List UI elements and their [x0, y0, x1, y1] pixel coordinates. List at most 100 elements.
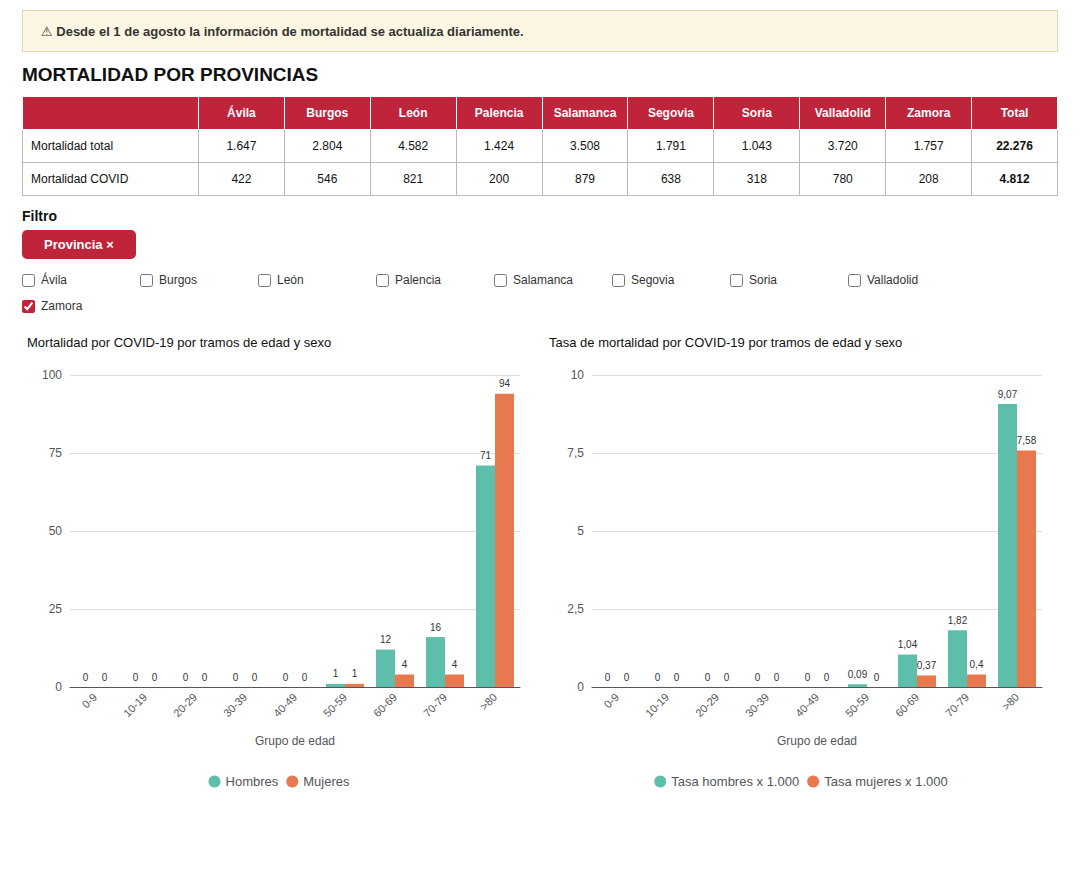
svg-text:0-9: 0-9	[80, 691, 100, 711]
svg-text:0,37: 0,37	[917, 660, 937, 671]
html-text:Palencia: Palencia	[474, 106, 524, 120]
html-text:422: 422	[231, 172, 252, 186]
svg-text:0,4: 0,4	[970, 659, 984, 670]
svg-text:10: 10	[571, 368, 585, 382]
svg-text:0: 0	[805, 672, 811, 683]
html-text:León: León	[398, 106, 428, 120]
svg-text:0: 0	[102, 672, 108, 683]
html-text:Zamora: Zamora	[907, 106, 951, 120]
svg-text:0,09: 0,09	[848, 669, 868, 680]
html-text:Filtro: Filtro	[22, 208, 57, 224]
svg-text:20-29: 20-29	[171, 691, 199, 719]
svg-text:0: 0	[755, 672, 761, 683]
svg-text:25: 25	[49, 602, 63, 616]
html-text:Salamanca: Salamanca	[553, 106, 617, 120]
svg-text:30-39: 30-39	[221, 691, 249, 719]
svg-text:75: 75	[49, 446, 63, 460]
svg-text:100: 100	[42, 368, 62, 382]
svg-text:Tasa hombres x 1.000: Tasa hombres x 1.000	[671, 774, 799, 789]
svg-text:1: 1	[352, 668, 358, 679]
svg-text:1,82: 1,82	[948, 615, 968, 626]
svg-text:0: 0	[133, 672, 139, 683]
svg-text:1: 1	[333, 668, 339, 679]
svg-text:50: 50	[49, 524, 63, 538]
html-text:Provincia ×: Provincia ×	[44, 237, 114, 252]
svg-text:0: 0	[152, 672, 158, 683]
svg-text:0: 0	[202, 672, 208, 683]
svg-text:7,58: 7,58	[1017, 435, 1037, 446]
html-text:1.791: 1.791	[655, 139, 686, 153]
html-text:546: 546	[317, 172, 338, 186]
svg-text:0: 0	[824, 672, 830, 683]
svg-text:0: 0	[252, 672, 258, 683]
svg-text:Tasa mujeres x 1.000: Tasa mujeres x 1.000	[824, 774, 948, 789]
html-text:1.043: 1.043	[741, 139, 772, 153]
svg-text:0: 0	[674, 672, 680, 683]
svg-text:0: 0	[874, 672, 880, 683]
html-text:Total: Total	[1000, 106, 1029, 120]
svg-text:0: 0	[183, 672, 189, 683]
html-text:Soria: Soria	[741, 106, 772, 120]
html-text:2.804: 2.804	[312, 139, 343, 153]
svg-text:0: 0	[283, 672, 289, 683]
svg-text:40-49: 40-49	[793, 691, 821, 719]
svg-text:2,5: 2,5	[567, 602, 584, 616]
svg-text:60-69: 60-69	[893, 691, 921, 719]
svg-text:0: 0	[577, 680, 584, 694]
html-text:Mortalidad COVID: Mortalidad COVID	[31, 172, 129, 186]
html-text:Mortalidad total: Mortalidad total	[31, 139, 113, 153]
svg-text:10-19: 10-19	[643, 691, 671, 719]
svg-text:0-9: 0-9	[602, 691, 622, 711]
svg-text:70-79: 70-79	[421, 691, 449, 719]
html-text:1.424: 1.424	[484, 139, 515, 153]
html-text:3.508: 3.508	[570, 139, 600, 153]
html-text:4.582: 4.582	[398, 139, 429, 153]
svg-text:5: 5	[577, 524, 584, 538]
html-text:1.647: 1.647	[226, 139, 257, 153]
svg-text:7,5: 7,5	[567, 446, 584, 460]
html-text:Burgos: Burgos	[306, 106, 349, 120]
html-text:3.720: 3.720	[827, 139, 858, 153]
svg-text:0: 0	[605, 672, 611, 683]
svg-text:0: 0	[624, 672, 630, 683]
svg-text:Mortalidad por COVID-19 por tr: Mortalidad por COVID-19 por tramos de ed…	[27, 335, 331, 350]
svg-text:0: 0	[302, 672, 308, 683]
svg-text:16: 16	[430, 622, 442, 633]
svg-text:12: 12	[380, 634, 392, 645]
svg-text:10-19: 10-19	[121, 691, 149, 719]
svg-text:50-59: 50-59	[843, 691, 871, 719]
html-text:Segovia: Segovia	[647, 106, 694, 120]
svg-text:Grupo de edad: Grupo de edad	[777, 734, 857, 748]
svg-text:Mujeres: Mujeres	[303, 774, 350, 789]
svg-text:1,04: 1,04	[898, 639, 918, 650]
html-text:1.757: 1.757	[913, 139, 944, 153]
svg-text:0: 0	[55, 680, 62, 694]
svg-text:40-49: 40-49	[271, 691, 299, 719]
svg-text:4: 4	[452, 659, 458, 670]
html-text:Ávila: Ávila	[227, 106, 256, 120]
svg-text:4: 4	[402, 659, 408, 670]
html-text:MORTALIDAD POR PROVINCIAS: MORTALIDAD POR PROVINCIAS	[22, 64, 319, 85]
html-text:Valladolid: Valladolid	[814, 106, 871, 120]
svg-text:70-79: 70-79	[943, 691, 971, 719]
svg-text:0: 0	[83, 672, 89, 683]
svg-text:50-59: 50-59	[321, 691, 349, 719]
svg-text:0: 0	[774, 672, 780, 683]
svg-text:30-39: 30-39	[743, 691, 771, 719]
svg-text:60-69: 60-69	[371, 691, 399, 719]
svg-text:0: 0	[233, 672, 239, 683]
svg-text:71: 71	[480, 450, 492, 461]
svg-text:>80: >80	[1000, 691, 1022, 713]
html-text:⚠ Desde el 1 de agosto la info: ⚠ Desde el 1 de agosto la información de…	[41, 24, 524, 39]
svg-text:9,07: 9,07	[998, 389, 1018, 400]
svg-text:94: 94	[499, 378, 511, 389]
svg-text:Hombres: Hombres	[226, 774, 279, 789]
svg-text:20-29: 20-29	[693, 691, 721, 719]
svg-text:Grupo de edad: Grupo de edad	[255, 734, 335, 748]
svg-text:0: 0	[724, 672, 730, 683]
svg-text:0: 0	[655, 672, 661, 683]
svg-text:0: 0	[705, 672, 711, 683]
svg-text:Tasa de mortalidad por COVID-1: Tasa de mortalidad por COVID-19 por tram…	[549, 335, 902, 350]
svg-text:>80: >80	[478, 691, 500, 713]
html-text:22.276: 22.276	[996, 139, 1033, 153]
